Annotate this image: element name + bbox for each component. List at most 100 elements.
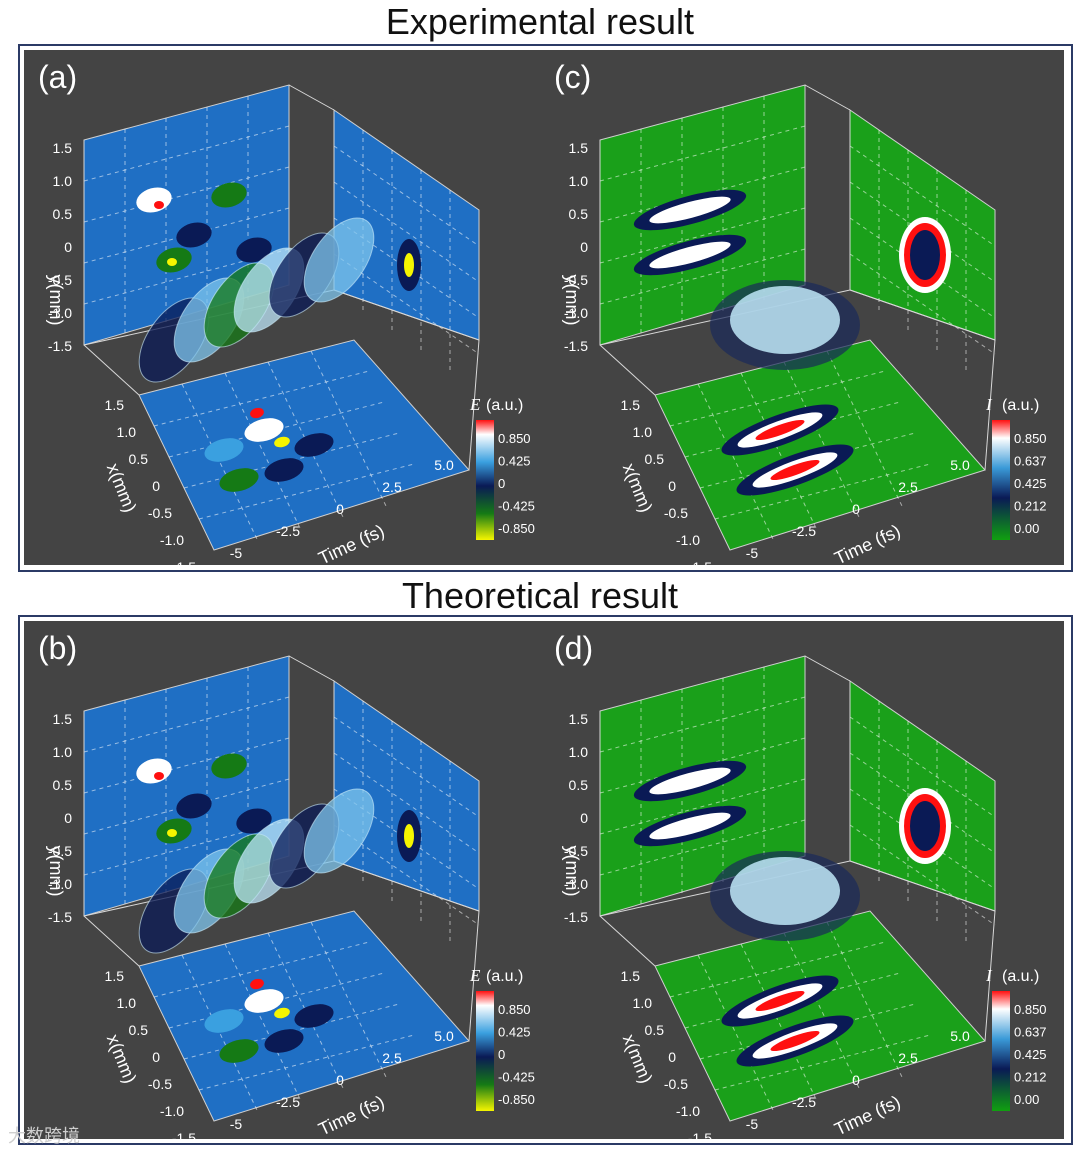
floor-pattern-lobe: [294, 433, 334, 457]
floor-plane: [654, 339, 986, 551]
box-edge: [333, 289, 480, 341]
grid-line: [849, 824, 996, 926]
y-tick-label: -1.0: [48, 876, 72, 892]
x-tick-label: 0.5: [645, 451, 665, 467]
x-tick-label: 1.5: [105, 968, 125, 984]
t-tick-label: 2.5: [382, 479, 402, 495]
x-tick-label: -0.5: [148, 1076, 172, 1092]
grid-line: [333, 145, 480, 247]
colorbar-tick: 0.850: [498, 1002, 531, 1017]
box-edge: [288, 655, 335, 682]
x-tick-label: 1.5: [621, 397, 641, 413]
colorbar: [476, 991, 494, 1111]
side-pattern-inner: [910, 801, 940, 851]
grid-line: [333, 752, 480, 854]
y-tick-label: 0: [64, 239, 72, 255]
colorbar-quantity: I: [985, 395, 993, 414]
t-tick-label: 0: [852, 501, 860, 517]
x-tick-label: 1.0: [633, 995, 653, 1011]
x-tick-label: -0.5: [664, 1076, 688, 1092]
y-tick-label: 1.5: [569, 711, 589, 727]
theoretical-title: Theoretical result: [401, 575, 679, 616]
grid-line: [83, 125, 290, 182]
t-tick-label: 5.0: [950, 1028, 970, 1044]
t-axis-title: Time (fs): [315, 1092, 387, 1139]
floor-pattern-lobe: [264, 1029, 304, 1053]
colorbar-quantity: I: [985, 966, 993, 985]
panel-a: 1.5 1.0 0.5 0 -0.5 -1.0 -1.5 1.5 1.0 0.5 0 -0.5 -1.0…: [24, 50, 544, 565]
t-tick-label: 2.5: [382, 1050, 402, 1066]
x-tick-label: -1.0: [676, 1103, 700, 1119]
grid-line: [714, 1034, 931, 1091]
t-axis-title: Time (fs): [315, 521, 387, 565]
t-tick-label: -2.5: [276, 523, 300, 539]
y-tick-label: 0.5: [569, 777, 589, 793]
y-tick-label: -1.0: [564, 876, 588, 892]
grid-line: [849, 145, 996, 247]
colorbar-tick: 0.425: [498, 1025, 531, 1040]
box-edge: [599, 915, 656, 967]
grid-line: [849, 716, 996, 818]
box-edge: [83, 915, 140, 967]
plot-3d: 1.51.00.50-0.5-1.0-1.51.51.00.50-0.5-1.0…: [38, 630, 535, 1139]
x-tick-label: -1.5: [688, 1130, 712, 1139]
back-pattern-lobe: [236, 237, 272, 263]
y-tick-label: -0.5: [564, 272, 588, 288]
grid-line: [83, 166, 290, 223]
x-tick-label: -1.0: [160, 532, 184, 548]
colorbar-tick: 0.00: [1014, 521, 1039, 536]
t-axis-title: Time (fs): [831, 521, 903, 565]
t-tick-label: -5: [230, 545, 243, 561]
floor-pattern-peak: [755, 419, 805, 441]
panel-c: 1.5 1.0 0.5 0 -0.5 -1.0 -1.5 1.5 1.0 0.5 0 -0.5 -1.0…: [540, 50, 1064, 565]
grid-line: [599, 248, 806, 305]
colorbar: [992, 991, 1010, 1111]
colorbar-tick: 0.212: [1014, 499, 1047, 514]
colorbar-tick: 0.850: [498, 431, 531, 446]
grid-line: [599, 207, 806, 264]
colorbar-unit: (a.u.): [1002, 968, 1039, 985]
watermark-text: 大数跨境: [8, 1126, 80, 1146]
box-edge: [804, 655, 851, 682]
y-axis-title: y(mm): [562, 846, 582, 897]
back-pattern-lobe: [176, 222, 212, 248]
y-tick-label: 0: [64, 810, 72, 826]
back-pattern-trough: [167, 829, 177, 837]
y-tick-label: 1.0: [53, 744, 73, 760]
grid-line: [153, 370, 370, 427]
isosurface-ribbon: [303, 217, 375, 303]
side-pattern-core: [404, 253, 414, 277]
box-edge: [468, 910, 480, 1042]
x-tick-label: -1.0: [160, 1103, 184, 1119]
colorbar-tick: 0.850: [1014, 1002, 1047, 1017]
panel-label: (c): [554, 59, 591, 95]
box-edge: [984, 910, 996, 1042]
panel-label: (a): [38, 59, 77, 95]
back-pattern-trough: [167, 258, 177, 266]
colorbar-tick: 0.637: [1014, 454, 1047, 469]
floor-pattern-peak: [755, 990, 805, 1012]
isosurface-ribbon: [303, 788, 375, 874]
x-tick-label: -1.5: [172, 559, 196, 565]
y-tick-label: 1.5: [569, 140, 589, 156]
x-tick-label: 1.0: [633, 424, 653, 440]
colorbar-tick: 0.425: [498, 454, 531, 469]
x-tick-label: 0.5: [645, 1022, 665, 1038]
plot-3d: 1.51.00.50-0.5-1.0-1.51.51.00.50-0.5-1.0…: [554, 59, 1047, 565]
grid-line: [684, 972, 901, 1029]
y-tick-label: -1.0: [564, 305, 588, 321]
panel-label: (b): [38, 630, 77, 666]
x-axis-title: x(mm): [103, 460, 141, 515]
t-tick-label: 5.0: [434, 1028, 454, 1044]
box-edge: [804, 84, 851, 111]
side-pattern-core: [404, 824, 414, 848]
grid-line: [333, 824, 480, 926]
box-edge: [849, 860, 996, 912]
back-pattern-core: [649, 241, 731, 269]
back-pattern-core: [649, 767, 731, 795]
grid-line: [599, 696, 806, 753]
y-tick-label: -1.0: [48, 305, 72, 321]
colorbar-tick: 0.637: [1014, 1025, 1047, 1040]
x-tick-label: -1.0: [676, 532, 700, 548]
x-tick-label: 1.5: [105, 397, 125, 413]
